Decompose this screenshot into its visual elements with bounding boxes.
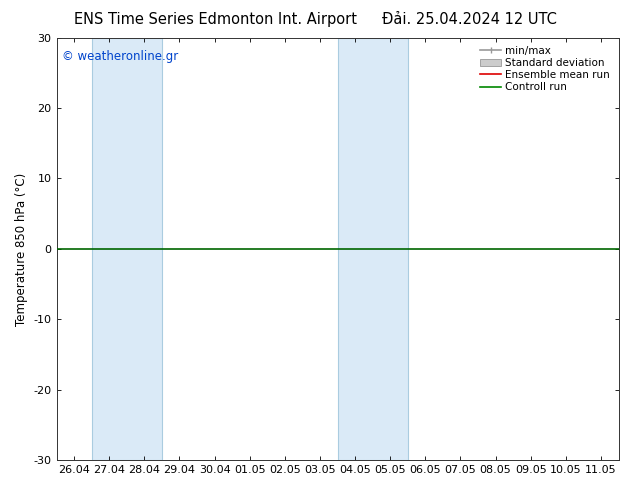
Text: Đải. 25.04.2024 12 UTC: Đải. 25.04.2024 12 UTC xyxy=(382,12,557,27)
Text: ENS Time Series Edmonton Int. Airport: ENS Time Series Edmonton Int. Airport xyxy=(74,12,357,27)
Bar xyxy=(92,38,162,460)
Text: © weatheronline.gr: © weatheronline.gr xyxy=(62,50,178,63)
Y-axis label: Temperature 850 hPa (°C): Temperature 850 hPa (°C) xyxy=(15,172,28,325)
Legend: min/max, Standard deviation, Ensemble mean run, Controll run: min/max, Standard deviation, Ensemble me… xyxy=(477,43,613,96)
Bar xyxy=(337,38,408,460)
